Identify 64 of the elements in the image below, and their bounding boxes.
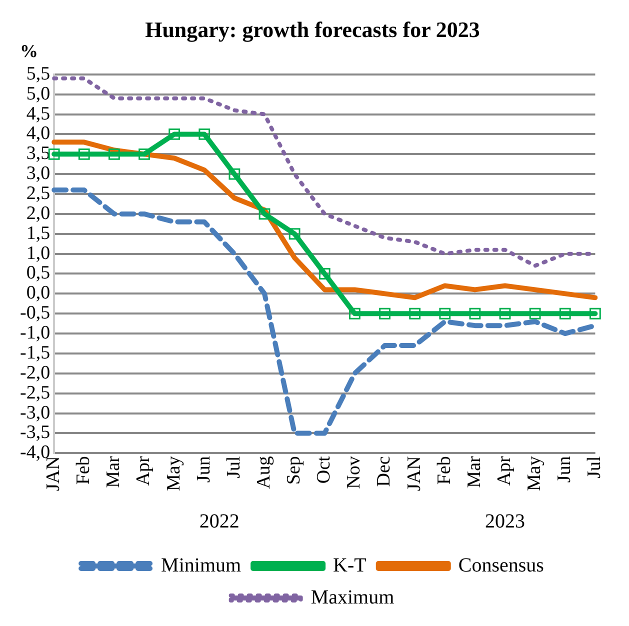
x-tick-label: Jun: [554, 456, 576, 483]
x-tick-label: May: [163, 456, 184, 491]
y-tick-label: -3,0: [20, 402, 50, 424]
x-tick-label: Mar: [103, 455, 124, 488]
x-tick-label: Oct: [314, 455, 335, 484]
point: [138, 148, 150, 160]
chart-title: Hungary: growth forecasts for 2023: [145, 16, 480, 42]
point: [349, 308, 360, 320]
x-tick-label: Jul: [584, 456, 606, 478]
point: [439, 308, 451, 320]
point: [258, 208, 270, 220]
point: [108, 148, 120, 160]
y-tick-label: -1,0: [20, 322, 50, 344]
y-tick-label: 5,5: [26, 63, 50, 84]
y-tick-label: -1,5: [20, 342, 50, 364]
point: [78, 148, 90, 160]
legend-label: Maximum: [310, 586, 395, 608]
y-tick-label: 1,5: [26, 222, 50, 244]
y-tick-label: 3,0: [26, 163, 50, 184]
y-tick-label: 1,0: [26, 242, 50, 264]
point: [590, 308, 601, 320]
point: [198, 128, 210, 140]
text: 2023: [485, 510, 526, 532]
y-tick-label: -2,5: [20, 382, 50, 404]
point: [288, 228, 300, 240]
y-tick-label: 5,0: [26, 83, 50, 104]
x-tick-label: Jun: [193, 456, 214, 483]
x-tick-label: JAN: [404, 456, 425, 492]
point: [409, 308, 421, 320]
x-tick-label: Apr: [494, 456, 515, 486]
y-tick-label: 0,5: [26, 262, 50, 284]
y-tick-label: -0,5: [20, 302, 50, 324]
legend-label: Minimum: [161, 554, 242, 576]
point: [168, 128, 180, 140]
text: 2022: [199, 510, 240, 532]
y-tick-label: 2,0: [26, 202, 50, 224]
point: [559, 308, 571, 320]
y-axis-title: %: [20, 41, 38, 62]
x-tick-label: Feb: [434, 456, 455, 485]
point: [379, 308, 390, 320]
y-tick-label: 3,5: [26, 143, 50, 164]
legend-label: Consensus: [458, 554, 544, 576]
x-tick-label: Nov: [344, 456, 365, 489]
x-tick-label: Sep: [284, 456, 305, 485]
point: [318, 268, 330, 280]
y-tick-label: -3,5: [20, 422, 50, 444]
y-tick-label: -2,0: [20, 362, 50, 384]
y-tick-label: 4,5: [26, 103, 50, 124]
x-tick-label: May: [524, 456, 546, 491]
y-tick-label: 0,0: [26, 282, 50, 304]
point: [228, 168, 240, 180]
point: [499, 308, 511, 320]
y-tick-label: 2,5: [26, 182, 50, 204]
legend-label: K-T: [333, 554, 366, 576]
x-tick-label: Dec: [374, 456, 395, 487]
point: [469, 308, 481, 320]
x-tick-label: Mar: [464, 455, 485, 488]
x-tick-label: Aug: [254, 456, 274, 489]
x-tick-label: Jul: [223, 456, 244, 478]
x-tick-label: Apr: [133, 456, 154, 486]
point: [48, 148, 60, 160]
x-tick-label: Feb: [73, 456, 94, 485]
point: [529, 308, 541, 320]
y-tick-label: 4,0: [26, 123, 50, 144]
